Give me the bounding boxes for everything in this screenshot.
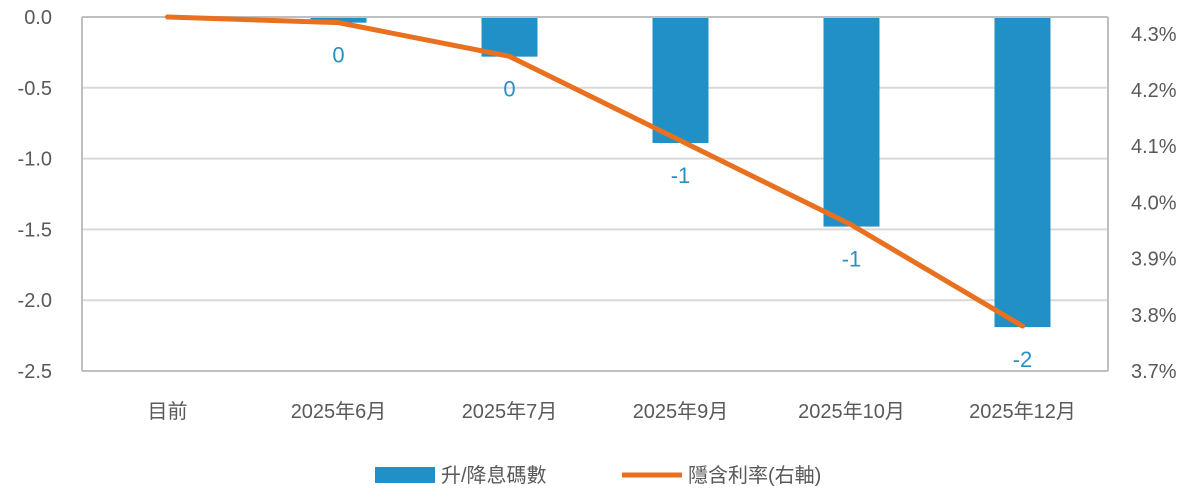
line-series: [165, 14, 1025, 329]
y-tick-right: 3.7%: [1131, 361, 1177, 383]
bar-data-label: -2: [1013, 347, 1033, 372]
y-tick-right: 4.0%: [1131, 192, 1177, 214]
x-tick-label: 2025年10月: [798, 400, 905, 423]
bar-data-label: -1: [842, 247, 862, 272]
gridlines: [82, 86, 1108, 302]
bar-data-label: 0: [332, 43, 344, 68]
implied-rate-line: [165, 14, 1025, 329]
legend-bar-swatch: [375, 467, 435, 483]
bar: [310, 17, 367, 23]
x-tick-label: 2025年7月: [462, 400, 558, 423]
bar-data-label: 0: [503, 77, 515, 102]
x-tick-label: 目前: [148, 400, 188, 423]
bar-series: [310, 17, 1051, 328]
legend-bar-label: 升/降息碼數: [441, 464, 547, 487]
y-tick-left: -2.5: [18, 361, 52, 383]
data-labels: 0 0 -1 -1 -2: [332, 43, 1032, 372]
x-tick-label: 2025年9月: [633, 400, 729, 423]
axes: [81, 16, 1109, 372]
bar: [994, 17, 1051, 328]
x-tick-label: 2025年12月: [969, 400, 1076, 423]
y-tick-right: 4.2%: [1131, 80, 1177, 102]
legend-line-label: 隱含利率(右軸): [688, 464, 821, 487]
y-tick-left: -1.5: [18, 219, 52, 241]
y-tick-left: -1.0: [18, 149, 52, 171]
bar: [823, 17, 880, 227]
bar: [652, 17, 709, 144]
x-tick-label: 2025年6月: [291, 400, 387, 423]
y-tick-right: 3.8%: [1131, 305, 1177, 327]
y-tick-right: 4.1%: [1131, 136, 1177, 158]
bar-data-label: -1: [671, 163, 691, 188]
y-tick-left: 0.0: [24, 7, 52, 29]
y-tick-right: 3.9%: [1131, 249, 1177, 271]
y-tick-right: 4.3%: [1131, 24, 1177, 46]
tick-labels: 0.0 -0.5 -1.0 -1.5 -2.0 -2.5 4.3% 4.2% 4.1% 4.0% 3…: [18, 7, 1177, 423]
legend: 升/降息碼數 隱含利率(右軸): [375, 464, 821, 487]
y-tick-left: -2.0: [18, 290, 52, 312]
y-tick-left: -0.5: [18, 78, 52, 100]
bar: [481, 17, 538, 57]
